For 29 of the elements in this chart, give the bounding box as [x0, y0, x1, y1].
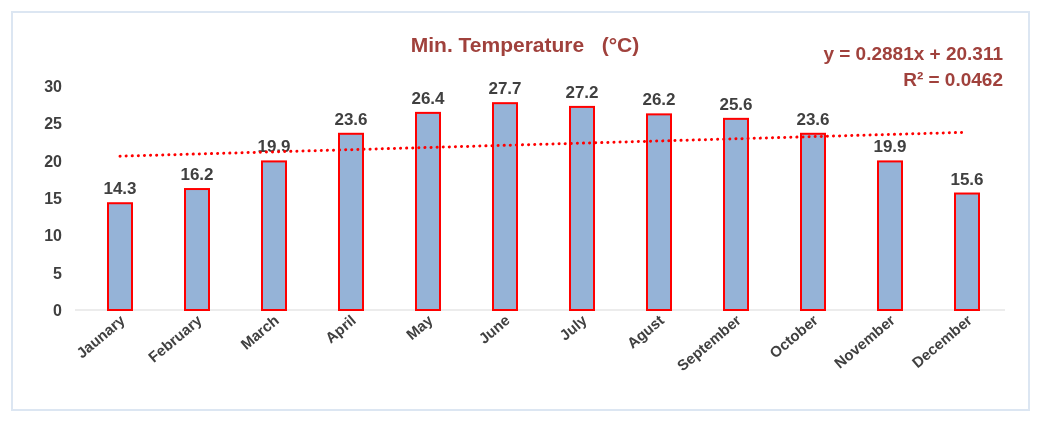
data-label: 19.9 — [257, 137, 291, 157]
data-label: 23.6 — [796, 109, 830, 129]
data-label: 26.2 — [642, 90, 676, 110]
data-label: 27.7 — [488, 79, 522, 99]
bar — [184, 188, 210, 311]
y-tick-label: 0 — [53, 302, 63, 319]
data-label: 25.6 — [719, 94, 753, 114]
y-tick-label: 30 — [44, 78, 63, 95]
y-tick-label: 10 — [44, 227, 63, 245]
data-label: 27.2 — [565, 82, 599, 102]
bar — [107, 202, 133, 311]
data-label: 26.4 — [411, 88, 446, 108]
bar — [954, 192, 980, 311]
y-tick-label: 20 — [44, 152, 63, 170]
data-label: 19.9 — [873, 137, 907, 157]
annotation: R² = 0.0462 — [903, 69, 1003, 90]
x-tick-label: July — [556, 310, 591, 344]
data-label: 14.3 — [103, 179, 137, 199]
bar — [877, 160, 903, 311]
y-tick-label: 5 — [53, 264, 63, 282]
data-label: 15.6 — [950, 169, 984, 189]
y-tick-label: 25 — [44, 115, 63, 133]
data-label: 23.6 — [334, 109, 368, 129]
chart-title: Min. Temperature (°C) — [410, 33, 640, 56]
data-label: 16.2 — [180, 165, 214, 185]
y-tick-label: 15 — [44, 190, 63, 207]
x-tick-label: May — [402, 310, 437, 344]
text: y = 0.2881x + 20.311 — [823, 43, 1004, 64]
bar — [261, 160, 287, 311]
